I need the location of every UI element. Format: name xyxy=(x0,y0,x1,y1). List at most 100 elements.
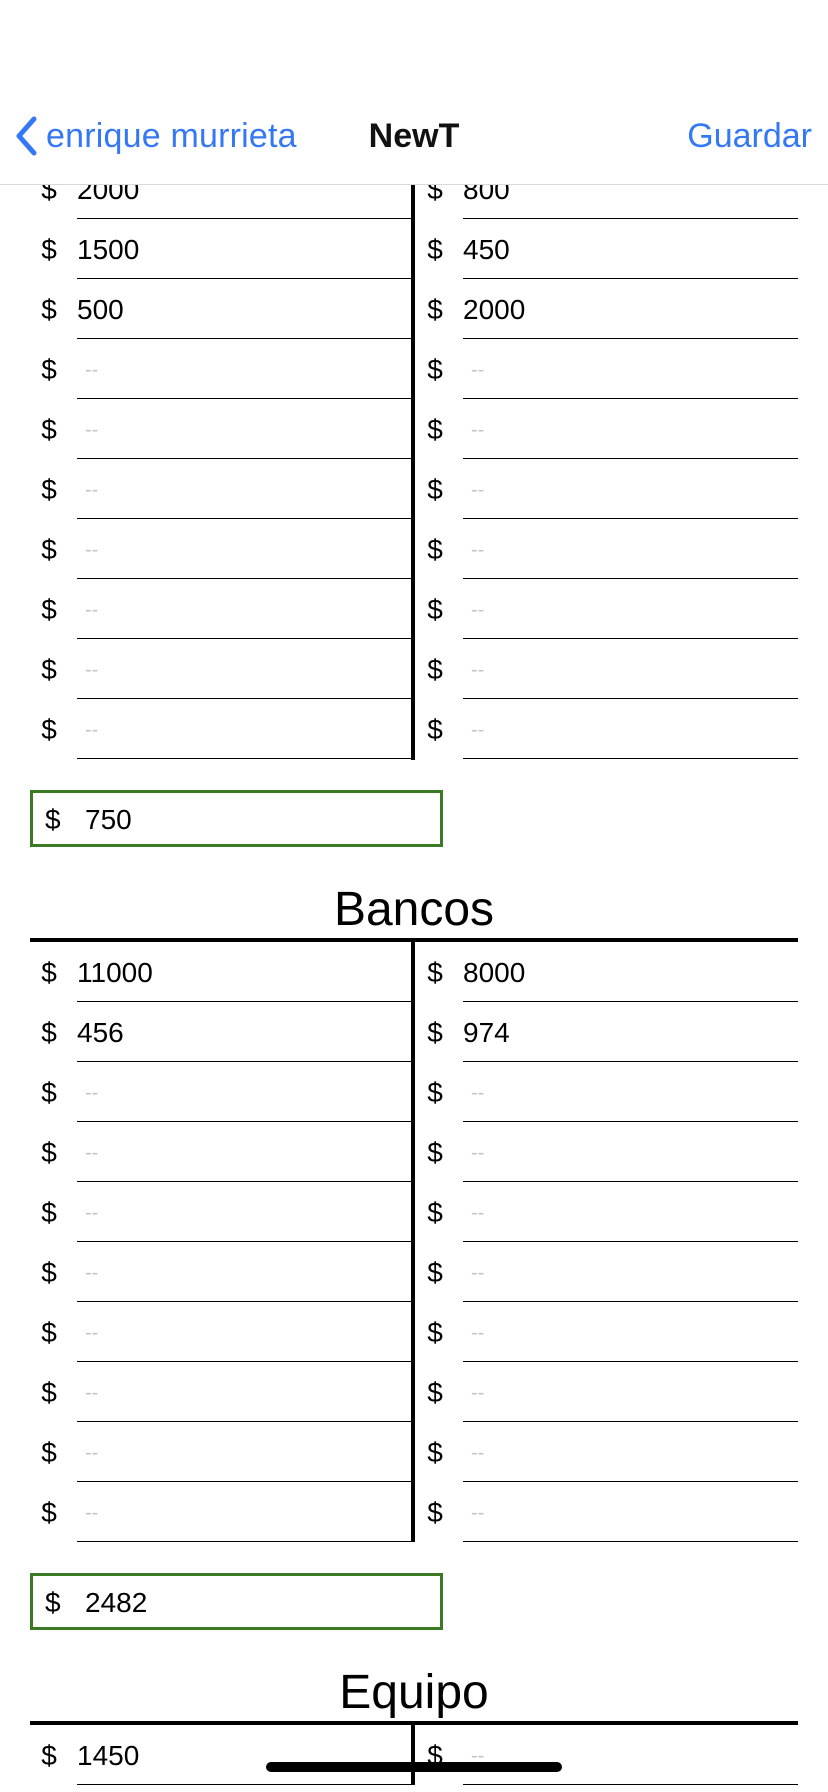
haber-entry-field[interactable]: -- xyxy=(463,1423,798,1482)
debe-entry-field[interactable]: -- xyxy=(77,640,411,699)
back-button-label: enrique murrieta xyxy=(46,116,297,155)
haber-entry-field[interactable]: -- xyxy=(463,700,798,759)
currency-symbol: $ xyxy=(41,1197,57,1228)
section-title: Equipo xyxy=(339,1666,489,1719)
debe-entry-field[interactable]: 11000 xyxy=(77,943,411,1002)
currency-symbol: $ xyxy=(41,1077,57,1108)
currency-symbol: $ xyxy=(41,474,57,505)
haber-entry-field[interactable]: -- xyxy=(463,1303,798,1362)
debe-entry-field[interactable]: -- xyxy=(77,700,411,759)
debe-entry-field[interactable]: -- xyxy=(77,460,411,519)
currency-symbol: $ xyxy=(41,594,57,625)
currency-symbol: $ xyxy=(427,1377,443,1408)
debe-entry-field[interactable]: 500 xyxy=(77,280,411,339)
currency-symbol: $ xyxy=(427,1197,443,1228)
currency-symbol: $ xyxy=(45,1587,61,1618)
haber-entry-field[interactable]: -- xyxy=(463,1483,798,1542)
currency-symbol: $ xyxy=(427,474,443,505)
debe-entry-field[interactable]: -- xyxy=(77,520,411,579)
currency-symbol: $ xyxy=(41,1137,57,1168)
haber-entry-field[interactable]: -- xyxy=(463,400,798,459)
currency-symbol: $ xyxy=(45,804,61,835)
haber-entry-field[interactable]: -- xyxy=(463,1183,798,1242)
currency-symbol: $ xyxy=(41,234,57,265)
t-account-divider xyxy=(411,1725,415,1785)
haber-entry-field[interactable]: 450 xyxy=(463,220,798,279)
haber-entry-field[interactable]: -- xyxy=(463,1123,798,1182)
haber-entry-field[interactable]: -- xyxy=(463,640,798,699)
balance-total-field[interactable]: $750 xyxy=(30,790,443,847)
currency-symbol: $ xyxy=(427,1740,443,1771)
t-account-divider xyxy=(411,160,415,760)
currency-symbol: $ xyxy=(427,1137,443,1168)
haber-entry-field[interactable]: -- xyxy=(463,1243,798,1302)
haber-entry-field[interactable]: -- xyxy=(463,520,798,579)
section-title: Bancos xyxy=(333,883,495,936)
currency-symbol: $ xyxy=(427,1077,443,1108)
currency-symbol: $ xyxy=(41,1740,57,1771)
t-account-top-rule xyxy=(30,938,798,942)
haber-entry-field[interactable]: -- xyxy=(463,1063,798,1122)
currency-symbol: $ xyxy=(427,534,443,565)
currency-symbol: $ xyxy=(41,1437,57,1468)
currency-symbol: $ xyxy=(41,534,57,565)
t-account-divider xyxy=(411,942,415,1542)
haber-entry-field[interactable]: 2000 xyxy=(463,280,798,339)
balance-total-value: 750 xyxy=(85,804,132,835)
currency-symbol: $ xyxy=(427,1437,443,1468)
back-button[interactable]: enrique murrieta xyxy=(14,88,297,184)
currency-symbol: $ xyxy=(41,1497,57,1528)
currency-symbol: $ xyxy=(427,414,443,445)
debe-entry-field[interactable]: -- xyxy=(77,580,411,639)
debe-entry-field[interactable]: -- xyxy=(77,340,411,399)
debe-entry-field[interactable]: -- xyxy=(77,400,411,459)
haber-entry-field[interactable]: -- xyxy=(463,1726,798,1785)
currency-symbol: $ xyxy=(41,714,57,745)
currency-symbol: $ xyxy=(427,957,443,988)
currency-symbol: $ xyxy=(427,1497,443,1528)
debe-entry-field[interactable]: -- xyxy=(77,1423,411,1482)
currency-symbol: $ xyxy=(427,234,443,265)
currency-symbol: $ xyxy=(41,1377,57,1408)
currency-symbol: $ xyxy=(41,414,57,445)
debe-entry-field[interactable]: -- xyxy=(77,1303,411,1362)
status-bar xyxy=(0,0,828,88)
haber-entry-field[interactable]: -- xyxy=(463,340,798,399)
currency-symbol: $ xyxy=(41,654,57,685)
currency-symbol: $ xyxy=(427,654,443,685)
debe-entry-field[interactable]: -- xyxy=(77,1123,411,1182)
currency-symbol: $ xyxy=(41,957,57,988)
debe-entry-field[interactable]: -- xyxy=(77,1183,411,1242)
debe-entry-field[interactable]: 456 xyxy=(77,1003,411,1062)
t-account-top-rule xyxy=(30,1721,798,1725)
debe-entry-field[interactable]: -- xyxy=(77,1243,411,1302)
balance-total-field[interactable]: $2482 xyxy=(30,1573,443,1630)
debe-entry-field[interactable]: -- xyxy=(77,1063,411,1122)
currency-symbol: $ xyxy=(41,1317,57,1348)
currency-symbol: $ xyxy=(41,1257,57,1288)
debe-entry-field[interactable]: -- xyxy=(77,1483,411,1542)
currency-symbol: $ xyxy=(427,294,443,325)
currency-symbol: $ xyxy=(41,354,57,385)
debe-entry-field[interactable]: 1450 xyxy=(77,1726,411,1785)
currency-symbol: $ xyxy=(427,1317,443,1348)
haber-entry-field[interactable]: 8000 xyxy=(463,943,798,1002)
currency-symbol: $ xyxy=(41,1017,57,1048)
haber-entry-field[interactable]: -- xyxy=(463,1363,798,1422)
debe-entry-field[interactable]: 1500 xyxy=(77,220,411,279)
balance-total-value: 2482 xyxy=(85,1587,148,1618)
haber-entry-field[interactable]: 974 xyxy=(463,1003,798,1062)
save-button[interactable]: Guardar xyxy=(687,117,812,155)
currency-symbol: $ xyxy=(427,354,443,385)
currency-symbol: $ xyxy=(427,594,443,625)
chevron-left-icon xyxy=(14,115,38,157)
currency-symbol: $ xyxy=(427,714,443,745)
debe-entry-field[interactable]: -- xyxy=(77,1363,411,1422)
haber-entry-field[interactable]: -- xyxy=(463,580,798,639)
currency-symbol: $ xyxy=(41,294,57,325)
haber-entry-field[interactable]: -- xyxy=(463,460,798,519)
navigation-bar: enrique murrieta NewT Guardar xyxy=(0,88,828,185)
currency-symbol: $ xyxy=(427,1257,443,1288)
currency-symbol: $ xyxy=(427,1017,443,1048)
